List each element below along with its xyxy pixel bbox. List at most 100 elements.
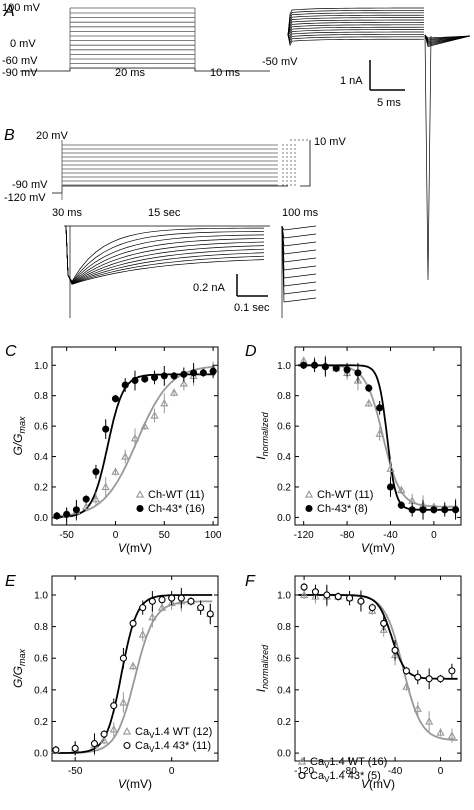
y-tick-label: 0.8 xyxy=(277,622,291,633)
current-trace-a xyxy=(287,19,425,36)
y-tick-label: 0.6 xyxy=(277,422,291,433)
current-trace-a xyxy=(287,34,425,44)
data-point-open xyxy=(168,594,176,602)
legend-marker xyxy=(305,504,313,513)
y-tick-label: 0.2 xyxy=(277,717,291,728)
data-point-open xyxy=(90,740,99,748)
data-point xyxy=(138,630,147,638)
data-point xyxy=(386,483,395,491)
panel-b-scale-current: 0.2 nA xyxy=(193,282,225,294)
panel-f-inactivation-chart: F 0.0 0.2 0.4 0.6 0.8 1.0 -120 -80 -40 0 V(mV) Inorm… xyxy=(245,573,462,791)
x-tick-label: 0 xyxy=(113,530,119,541)
panel-b-voltage-protocol xyxy=(52,139,311,200)
y-tick-label: 0.0 xyxy=(34,513,48,524)
y-axis-label: Inormalized xyxy=(254,644,270,692)
data-point-open xyxy=(334,593,342,601)
data-point xyxy=(209,367,217,375)
current-trace-b xyxy=(65,225,265,282)
current-trace-a xyxy=(287,24,425,36)
current-trace-b xyxy=(65,225,265,285)
y-tick-label: 0.4 xyxy=(277,685,291,696)
data-point xyxy=(447,731,457,739)
current-trace-a xyxy=(287,29,425,37)
data-point xyxy=(321,363,329,371)
data-point-open xyxy=(414,673,422,681)
data-point xyxy=(148,612,157,621)
data-point xyxy=(180,370,188,378)
data-point xyxy=(167,598,176,606)
plot-frame xyxy=(51,575,219,762)
data-point-open xyxy=(436,675,445,683)
data-point xyxy=(379,625,388,633)
data-point-open xyxy=(311,588,320,596)
x-tick-label: 50 xyxy=(159,530,171,541)
x-tick-label: -50 xyxy=(68,766,83,777)
current-trace-a xyxy=(287,26,425,36)
plot-frame xyxy=(294,575,462,762)
y-tick-label: 0.6 xyxy=(34,422,48,433)
legend-label: Ch-43* (8) xyxy=(317,503,368,515)
panel-c-letter: C xyxy=(5,343,17,360)
data-point-open xyxy=(346,594,354,602)
protocol-b-label-minus90mv: -90 mV xyxy=(12,179,48,191)
data-point xyxy=(179,379,188,387)
data-point xyxy=(364,398,373,407)
test-current-b xyxy=(281,225,317,303)
data-point-open xyxy=(100,730,108,738)
x-axis-label: V(mV) xyxy=(118,541,152,555)
y-tick-label: 0.2 xyxy=(277,482,291,493)
legend-label: CaV1.4 WT (12) xyxy=(135,726,212,740)
data-point-open xyxy=(52,746,60,754)
data-point xyxy=(102,425,110,433)
protocol-b-label-10mv: 10 mV xyxy=(314,136,346,148)
tail-current-a xyxy=(424,34,471,47)
y-tick-label: 0.0 xyxy=(277,513,291,524)
x-tick-label: -120 xyxy=(294,530,314,541)
protocol-b-label-20mv: 20 mV xyxy=(36,130,68,142)
y-tick-label: 0.4 xyxy=(277,452,291,463)
y-tick-label: 0.0 xyxy=(34,749,48,760)
data-point xyxy=(436,728,445,736)
data-point xyxy=(311,592,320,600)
data-point xyxy=(408,506,416,514)
panel-a-scale-time: 5 ms xyxy=(377,97,401,109)
legend-label: CaV1.4 43* (5) xyxy=(310,770,381,784)
legend-label: CaV1.4 43* (11) xyxy=(135,740,211,754)
panel-b-scale-bar xyxy=(236,274,268,297)
current-trace-b xyxy=(65,225,265,283)
protocol-a-label-0mv: 0 mV xyxy=(10,38,36,50)
test-current-b xyxy=(281,225,317,231)
data-point xyxy=(82,502,91,510)
y-tick-label: 0.2 xyxy=(34,717,48,728)
y-tick-label: 0.2 xyxy=(34,482,48,493)
y-tick-label: 0.4 xyxy=(34,452,48,463)
data-point xyxy=(310,361,319,369)
data-point xyxy=(376,404,384,412)
data-point xyxy=(452,506,460,514)
data-point xyxy=(92,468,100,476)
data-point xyxy=(170,372,178,380)
y-tick-label: 0.6 xyxy=(277,654,291,665)
data-point xyxy=(160,398,169,407)
current-trace-b xyxy=(65,225,265,284)
data-point xyxy=(131,376,139,385)
protocol-a-label-minus90mv: -90 mV xyxy=(2,67,38,79)
current-trace-a xyxy=(287,22,425,36)
panel-f-letter: F xyxy=(245,573,256,590)
data-point xyxy=(425,717,434,725)
legend-label: Ch-WT (11) xyxy=(317,489,373,501)
data-point-open xyxy=(357,597,365,605)
current-trace-a xyxy=(287,14,425,36)
panel-a-current-traces xyxy=(287,7,471,281)
data-point xyxy=(91,494,101,503)
current-trace-a xyxy=(287,12,425,36)
panel-a-scale-bar xyxy=(369,60,405,91)
data-point-open xyxy=(119,654,127,662)
data-point-open xyxy=(148,597,156,605)
legend-marker xyxy=(136,504,144,513)
data-point xyxy=(419,506,427,514)
tail-current-a-large xyxy=(424,34,432,281)
data-point-open xyxy=(206,610,214,618)
protocol-a-label-minus60mv: -60 mV xyxy=(2,55,38,67)
data-point xyxy=(141,375,149,383)
